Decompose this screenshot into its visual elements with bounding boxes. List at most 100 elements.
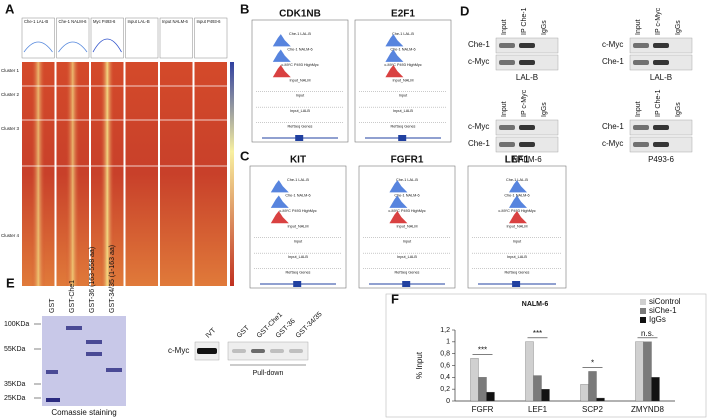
heatmap-streak <box>100 62 115 286</box>
lane-label: GST-34/35 <box>295 311 324 340</box>
blot-caption: Pull-down <box>253 370 284 377</box>
panel-label: F <box>391 291 399 306</box>
heatmap-streak <box>31 62 46 286</box>
chart-title: NALM-6 <box>522 301 549 308</box>
gene-name: E2F1 <box>391 9 415 20</box>
lane-label: IP c-Myc <box>521 89 528 117</box>
track-label: Che-1 NALM-6 <box>504 193 529 197</box>
track-label: RefSeq Genes <box>286 271 311 275</box>
track-label: RefSeq Genes <box>505 271 530 275</box>
profile-box <box>21 17 55 59</box>
blot-band <box>653 60 669 65</box>
gene-name: LEF1 <box>505 155 530 166</box>
row-label: c-Myc <box>602 40 623 49</box>
track-label: Input <box>403 240 412 244</box>
exon <box>512 281 521 287</box>
marker-label: 100KDa <box>4 321 29 328</box>
bar <box>635 341 644 402</box>
track-label: Input <box>399 94 408 98</box>
track-label: Input_NALM <box>396 224 417 228</box>
track-label: c-MYC P493 HighMyc <box>279 209 316 213</box>
gel <box>42 316 126 406</box>
gel-band <box>106 368 122 372</box>
track-label: Che-1 NALM-6 <box>287 47 312 51</box>
track-peak <box>472 195 562 208</box>
track-label: Che-1 NALM-6 <box>394 193 419 197</box>
blot-band <box>499 43 515 48</box>
x-tick-label: ZMYND8 <box>631 405 664 414</box>
blot-band <box>633 60 649 65</box>
blot-band <box>499 125 515 130</box>
exon <box>293 281 302 287</box>
legend-swatch <box>640 299 646 305</box>
bar <box>643 341 652 402</box>
legend-label: siChe-1 <box>649 306 677 315</box>
blot-band <box>633 125 649 130</box>
x-tick-label: SCP2 <box>582 405 603 414</box>
track-label: Input_LALB <box>290 109 310 113</box>
row-label: c-Myc <box>468 57 489 66</box>
blot-band <box>653 43 669 48</box>
legend-label: siControl <box>649 297 681 306</box>
gel-band <box>86 352 102 356</box>
blot-band <box>232 349 246 353</box>
y-tick-label: 0,4 <box>440 374 450 381</box>
cluster-label: Cluster 2 <box>1 92 20 97</box>
track-label: Che-1 LAL-B <box>287 178 309 182</box>
track-label: Che-1 NALM-6 <box>285 193 310 197</box>
row-label: Che-1 <box>468 139 490 148</box>
browser-box <box>249 165 347 289</box>
panel-label: B <box>240 1 249 16</box>
track-label: RefSeq Genes <box>395 271 420 275</box>
track-label: Input_LALB <box>288 255 308 259</box>
gel-caption: Comassie staining <box>51 408 116 417</box>
marker-label: 25KDa <box>4 395 26 402</box>
track-label: RefSeq Genes <box>288 125 313 129</box>
x-tick-label: LEF1 <box>528 405 548 414</box>
lane-label: GST <box>236 324 252 340</box>
gel-band <box>86 340 102 344</box>
track-label: c-MYC P493 HighMyc <box>281 63 318 67</box>
blot-band <box>519 142 535 147</box>
lane-label: GST-Che1 <box>69 280 76 313</box>
significance: *** <box>533 329 542 338</box>
y-tick-label: 1 <box>446 339 450 346</box>
row-label: Che-1 <box>602 57 624 66</box>
track-label: Input_LALB <box>507 255 527 259</box>
blot-band <box>197 348 217 354</box>
column-header: Input LAL-B <box>128 19 150 24</box>
row-label: c-Myc <box>602 139 623 148</box>
row-label: Che-1 <box>468 40 490 49</box>
lane-label: IgGs <box>675 102 682 117</box>
blot-strip <box>227 341 309 361</box>
row-label: c-Myc <box>468 122 489 131</box>
cell-line: P493-6 <box>648 155 674 164</box>
legend-swatch <box>640 317 646 323</box>
profile-box <box>125 17 159 59</box>
lane-label: Input <box>635 101 642 117</box>
track-label: Input_LALB <box>393 109 413 113</box>
browser-box <box>358 165 456 289</box>
gel-band <box>46 398 60 402</box>
profile-box <box>90 17 124 59</box>
track-label: Input_LALB <box>397 255 417 259</box>
significance: *** <box>478 346 487 355</box>
bar <box>533 375 542 402</box>
column-header: Input NALM-6 <box>162 19 189 24</box>
blot-band <box>633 142 649 147</box>
track-peak <box>254 195 342 208</box>
blot-band <box>499 60 515 65</box>
row-label: Che-1 <box>602 122 624 131</box>
marker-label: 35KDa <box>4 381 26 388</box>
y-tick-label: 0,8 <box>440 351 450 358</box>
blot-band <box>519 43 535 48</box>
track-peak <box>472 210 562 224</box>
legend-label: IgGs <box>649 315 666 324</box>
track-peak <box>256 64 344 78</box>
significance: n.s. <box>641 329 654 338</box>
track-label: Che-1 LAL-B <box>392 32 414 36</box>
profile-curve <box>92 38 122 53</box>
track-label: Che-1 LAL-B <box>289 32 311 36</box>
track-label: Input_NALM <box>289 78 310 82</box>
